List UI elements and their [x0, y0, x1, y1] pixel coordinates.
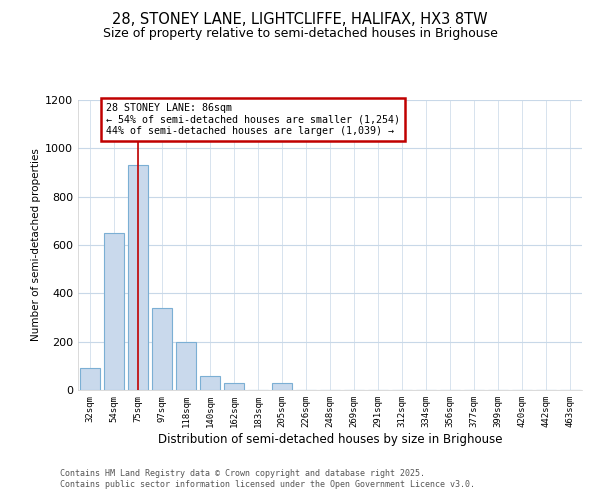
Text: Size of property relative to semi-detached houses in Brighouse: Size of property relative to semi-detach…: [103, 28, 497, 40]
Text: Contains HM Land Registry data © Crown copyright and database right 2025.: Contains HM Land Registry data © Crown c…: [60, 468, 425, 477]
Y-axis label: Number of semi-detached properties: Number of semi-detached properties: [31, 148, 41, 342]
Bar: [272, 383, 292, 390]
Bar: [224, 383, 244, 390]
Text: 28 STONEY LANE: 86sqm
← 54% of semi-detached houses are smaller (1,254)
44% of s: 28 STONEY LANE: 86sqm ← 54% of semi-deta…: [106, 103, 400, 136]
Text: Contains public sector information licensed under the Open Government Licence v3: Contains public sector information licen…: [60, 480, 475, 489]
Bar: [200, 376, 220, 390]
Bar: [128, 165, 148, 390]
Bar: [152, 308, 172, 390]
Bar: [104, 233, 124, 390]
Bar: [80, 368, 100, 390]
X-axis label: Distribution of semi-detached houses by size in Brighouse: Distribution of semi-detached houses by …: [158, 432, 502, 446]
Bar: [176, 342, 196, 390]
Text: 28, STONEY LANE, LIGHTCLIFFE, HALIFAX, HX3 8TW: 28, STONEY LANE, LIGHTCLIFFE, HALIFAX, H…: [112, 12, 488, 28]
